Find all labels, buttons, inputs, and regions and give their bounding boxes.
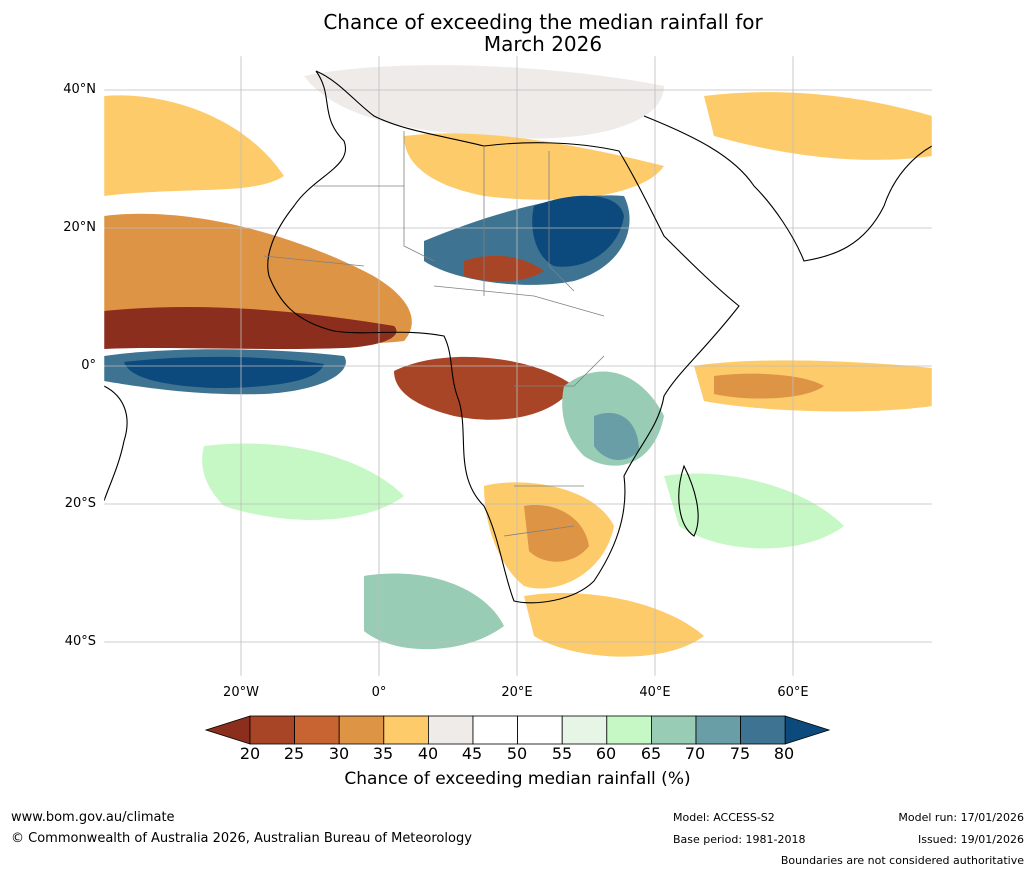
map-title-line2: March 2026 — [483, 32, 603, 56]
map-title-line1: Chance of exceeding the median rainfall … — [323, 10, 763, 34]
lat-label-equator: 0° — [81, 358, 96, 373]
colorbar-label: Chance of exceeding median rainfall (%) — [344, 769, 691, 789]
colorbar-swatch — [517, 715, 563, 745]
anomaly-dry-north-africa — [404, 133, 664, 200]
colorbar-tick: 30 — [328, 744, 350, 763]
anomaly-very-dry-band-atlantic — [104, 306, 397, 349]
anomaly-wet-south-indian — [664, 473, 844, 549]
colorbar-tick: 65 — [640, 744, 662, 763]
lat-label-20s: 20°S — [64, 496, 96, 511]
lon-label-60e: 60°E — [777, 685, 809, 700]
colorbar-swatch — [650, 715, 697, 745]
lat-label-20n: 20°N — [63, 220, 96, 235]
anomaly-dry-core-indian-ocean — [714, 373, 824, 399]
lon-label-40e: 40°E — [639, 685, 671, 700]
footer-website[interactable]: www.bom.gov.au/climate — [11, 810, 175, 825]
colorbar-tick: 80 — [773, 744, 795, 763]
anomaly-very-wet-equatorial-atlantic — [124, 356, 324, 388]
colorbar-swatch — [740, 715, 786, 745]
country-borders — [263, 131, 605, 537]
lon-label-20e: 20°E — [501, 685, 533, 700]
colorbar-swatch-below-min — [205, 715, 251, 745]
colorbar-tick: 55 — [551, 744, 573, 763]
anomaly-very-wet-sahel — [532, 195, 624, 267]
anomaly-neutral-mediterranean — [304, 65, 664, 139]
colorbar-tick: 75 — [729, 744, 751, 763]
colorbar-swatch — [606, 715, 652, 745]
anomaly-wet-southern-ocean — [364, 573, 504, 650]
colorbar-swatch — [249, 715, 295, 745]
colorbar-swatch — [472, 715, 518, 745]
anomaly-dry-north-atlantic — [104, 95, 284, 196]
lat-label-40s: 40°S — [64, 634, 96, 649]
anomaly-dry-far-south — [524, 592, 704, 657]
lon-label-20w: 20°W — [223, 685, 259, 700]
colorbar-tick: 70 — [684, 744, 706, 763]
anomaly-wet-south-atlantic — [202, 443, 404, 520]
anomaly-dry-core-southern-africa — [524, 505, 589, 562]
footer-disclaimer: Boundaries are not considered authoritat… — [780, 854, 1024, 867]
colorbar-tick: 60 — [595, 744, 617, 763]
anomaly-dry-congo — [394, 356, 574, 420]
anomaly-dry-arabia — [704, 92, 932, 160]
footer-base-period: Base period: 1981-2018 — [673, 833, 806, 846]
colorbar-swatch — [427, 715, 474, 745]
colorbar-swatch — [294, 715, 340, 745]
lat-label-40n: 40°N — [63, 82, 96, 97]
colorbar-tick: 35 — [372, 744, 394, 763]
colorbar-tick: 20 — [239, 744, 261, 763]
footer-issued: Issued: 19/01/2026 — [917, 833, 1024, 846]
lon-label-0: 0° — [371, 685, 387, 700]
footer-copyright: © Commonwealth of Australia 2026, Austra… — [11, 831, 472, 846]
colorbar-swatch — [383, 715, 429, 745]
colorbar-swatch-above-max — [784, 715, 830, 745]
colorbar-tick: 50 — [506, 744, 528, 763]
graticule — [104, 56, 932, 676]
coastline — [104, 70, 932, 604]
colorbar-tick: 40 — [417, 744, 439, 763]
colorbar-swatch — [695, 715, 741, 745]
footer-model: Model: ACCESS-S2 — [673, 811, 775, 824]
colorbar-swatch — [338, 715, 385, 745]
colorbar-swatch — [561, 715, 608, 745]
colorbar-tick: 25 — [283, 744, 305, 763]
footer-model-run: Model run: 17/01/2026 — [898, 811, 1024, 824]
colorbar-tick: 45 — [461, 744, 483, 763]
anomaly-wet-core-east-africa — [594, 412, 639, 461]
rainfall-map — [104, 56, 932, 676]
colorbar — [205, 715, 830, 745]
